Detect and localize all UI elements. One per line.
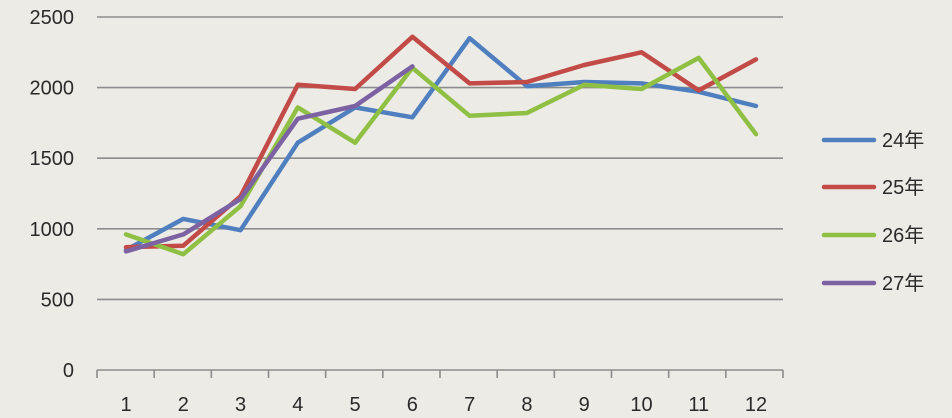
- y-tick-label: 500: [41, 289, 74, 311]
- series-line-3: [123, 55, 759, 257]
- legend: 24年 25年 26年 27年: [821, 129, 924, 295]
- x-tick-label: 2: [178, 394, 189, 416]
- x-axis-tick-labels: 1 2 3 4 5 6 7 8 9 10 11 12: [120, 394, 767, 416]
- series-line-2: [123, 34, 759, 250]
- x-tick-label: 10: [630, 394, 652, 416]
- x-tick-label: 1: [120, 394, 131, 416]
- x-tick-label: 7: [464, 394, 475, 416]
- x-tick-label: 8: [521, 394, 532, 416]
- legend-label-1: 24年: [882, 129, 924, 152]
- series-line-4: [123, 64, 415, 254]
- series-lines: [123, 34, 759, 257]
- x-tick-label: 12: [745, 394, 767, 416]
- x-axis: [96, 369, 784, 378]
- y-tick-label: 2000: [30, 78, 75, 100]
- y-tick-label: 2500: [30, 7, 75, 29]
- y-tick-label: 1500: [30, 148, 75, 170]
- x-tick-label: 5: [350, 394, 361, 416]
- x-tick-label: 4: [292, 394, 303, 416]
- y-axis-tick-labels: 0 500 1000 1500 2000 2500: [30, 7, 75, 382]
- series-line-1: [123, 35, 759, 253]
- x-tick-label: 3: [235, 394, 246, 416]
- legend-label-3: 26年: [882, 224, 924, 247]
- x-tick-label: 11: [688, 394, 709, 416]
- y-tick-label: 0: [63, 360, 74, 382]
- legend-label-2: 25年: [882, 176, 924, 199]
- x-tick-label: 9: [579, 394, 590, 416]
- y-tick-label: 1000: [30, 219, 75, 241]
- legend-label-4: 27年: [882, 272, 924, 295]
- x-tick-label: 6: [407, 394, 418, 416]
